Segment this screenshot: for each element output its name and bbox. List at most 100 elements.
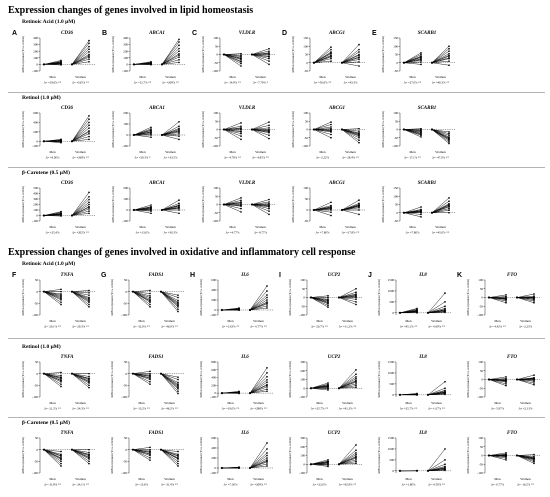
men-line bbox=[403, 129, 422, 135]
women-line bbox=[338, 383, 357, 389]
men-line bbox=[403, 54, 422, 63]
y-tick-label: 400 bbox=[211, 376, 216, 380]
women-point bbox=[355, 301, 357, 303]
women-point bbox=[268, 129, 270, 132]
delta-label: Δ= +27.0% ** bbox=[404, 81, 422, 85]
men-vehicle-point bbox=[132, 63, 136, 66]
women-line bbox=[427, 381, 446, 395]
women-line bbox=[161, 54, 180, 65]
chart-panel: A CD36 mRNA expression (% vs. vehicle) -100… bbox=[12, 30, 95, 85]
women-line bbox=[431, 53, 450, 63]
women-point bbox=[266, 460, 268, 462]
y-tick-label: -100 bbox=[210, 395, 216, 399]
men-point bbox=[60, 62, 62, 64]
women-point bbox=[533, 453, 535, 456]
women-point bbox=[448, 45, 450, 48]
chart-panel: IL8 mRNA expression (% vs. vehicle) 0 500 10… bbox=[378, 431, 451, 487]
y-tick-label: 500 bbox=[389, 300, 394, 304]
women-line bbox=[516, 297, 535, 303]
chart-panel: FADS1 mRNA expression (% vs. vehicle) -100… bbox=[111, 431, 184, 487]
men-point bbox=[240, 135, 242, 137]
men-line bbox=[310, 297, 329, 300]
men-line bbox=[223, 122, 242, 130]
x-group-label: Men bbox=[49, 75, 56, 79]
men-point bbox=[330, 128, 332, 131]
men-point bbox=[416, 469, 418, 472]
women-line bbox=[427, 464, 446, 472]
y-tick-label: 50 bbox=[480, 445, 484, 449]
women-point bbox=[358, 127, 360, 130]
chart-title: UCP2 bbox=[328, 273, 341, 278]
women-line bbox=[338, 376, 357, 389]
men-point bbox=[149, 292, 151, 295]
y-tick-label: -100 bbox=[477, 313, 483, 317]
women-point bbox=[533, 383, 535, 386]
men-point bbox=[505, 295, 507, 298]
y-tick-label: 100 bbox=[393, 194, 398, 198]
women-point bbox=[448, 60, 450, 62]
x-group-label: Men bbox=[49, 150, 56, 154]
women-line bbox=[516, 379, 535, 385]
y-tick-label: 400 bbox=[33, 121, 38, 125]
women-line bbox=[431, 129, 450, 143]
y-axis-label: mRNA expression (% vs. vehicle) bbox=[382, 111, 385, 148]
women-point bbox=[88, 48, 90, 51]
women-point bbox=[444, 463, 446, 466]
men-point bbox=[240, 138, 242, 141]
women-point bbox=[533, 455, 535, 458]
women-line bbox=[161, 62, 180, 65]
men-line bbox=[43, 373, 62, 376]
y-tick-label: -50 bbox=[123, 459, 128, 463]
women-point bbox=[266, 379, 268, 381]
women-line bbox=[249, 294, 268, 311]
women-point bbox=[355, 386, 357, 389]
chart-title: FADS1 bbox=[148, 273, 163, 278]
women-point bbox=[177, 454, 179, 457]
women-line bbox=[516, 297, 535, 302]
delta-label: Δ= -24.3% ** bbox=[72, 407, 89, 411]
women-line bbox=[71, 196, 90, 216]
women-line bbox=[249, 455, 268, 469]
delta-label: Δ= +13.0% bbox=[136, 231, 150, 235]
x-group-label: Men bbox=[229, 150, 236, 154]
women-line bbox=[341, 51, 360, 63]
x-group-label: Women bbox=[342, 319, 353, 323]
women-point bbox=[177, 453, 179, 456]
chart-title: IL8 bbox=[418, 273, 427, 278]
x-group-label: Women bbox=[435, 225, 446, 229]
women-line bbox=[161, 133, 180, 136]
men-line bbox=[313, 129, 332, 132]
men-point bbox=[505, 379, 507, 381]
women-point bbox=[178, 56, 180, 58]
men-point bbox=[240, 211, 242, 213]
men-point bbox=[420, 52, 422, 54]
women-line bbox=[71, 58, 90, 65]
y-tick-label: 50 bbox=[305, 119, 309, 123]
men-line bbox=[43, 373, 62, 385]
women-line bbox=[249, 386, 268, 394]
delta-label: Δ= +288% ** bbox=[250, 407, 267, 411]
men-line bbox=[133, 129, 152, 136]
y-axis-label: mRNA expression (% vs. vehicle) bbox=[200, 361, 203, 398]
women-line bbox=[71, 449, 90, 464]
y-axis-label: mRNA expression (% vs. vehicle) bbox=[112, 36, 115, 73]
women-point bbox=[266, 375, 268, 378]
women-point bbox=[444, 465, 446, 468]
women-point bbox=[88, 448, 90, 451]
men-line bbox=[310, 297, 329, 308]
women-point bbox=[355, 444, 357, 446]
men-point bbox=[330, 136, 332, 139]
women-point bbox=[448, 52, 450, 55]
women-point bbox=[358, 132, 360, 135]
women-line bbox=[338, 297, 357, 300]
women-point bbox=[88, 294, 90, 297]
y-tick-label: -100 bbox=[477, 471, 483, 475]
delta-label: Δ= +150% ** bbox=[428, 483, 445, 487]
women-point bbox=[358, 134, 360, 137]
y-tick-label: -100 bbox=[32, 313, 38, 317]
women-point bbox=[268, 131, 270, 133]
women-line bbox=[249, 299, 268, 311]
women-line bbox=[71, 373, 90, 377]
row-divider bbox=[8, 417, 545, 418]
women-point bbox=[177, 450, 179, 453]
